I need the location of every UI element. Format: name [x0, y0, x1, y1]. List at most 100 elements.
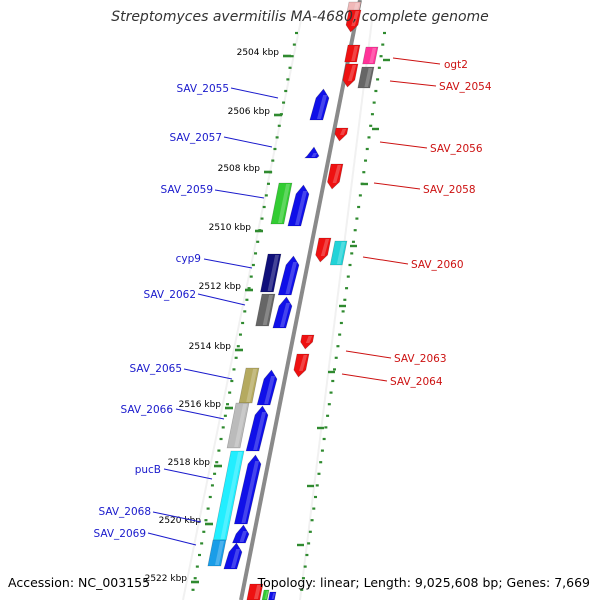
gene-sav2062-b-shine — [280, 303, 291, 327]
gene-sav2055-shape — [309, 88, 330, 121]
gene-bottom-red — [246, 583, 264, 600]
gene-sav2065-a-shape — [238, 367, 260, 404]
gene-sav2057-shine — [311, 153, 318, 157]
gene-sav2063 — [300, 334, 315, 350]
gene-sav2057 — [304, 146, 320, 159]
gene-sav2054-a-shape — [342, 63, 359, 88]
gene-cyp9-a-shape — [260, 253, 282, 293]
left-leader-line — [175, 408, 225, 420]
gene-label-right: SAV_2056 — [430, 143, 483, 155]
gene-label-left: SAV_2069 — [93, 528, 146, 540]
gene-sav2068-shine — [239, 531, 248, 542]
gene-sav2058-shape — [327, 163, 344, 190]
gene-pucB-b-shape — [233, 454, 262, 525]
gene-sav2060-b-shine — [336, 242, 346, 264]
gene-sav2054-b — [357, 66, 375, 89]
gene-sav2054-a-shine — [348, 65, 357, 81]
gene-sav2064-shape — [293, 353, 310, 378]
gene-sav2064 — [293, 353, 310, 378]
gene-sav2056 — [334, 127, 349, 142]
gene-label-right: SAV_2060 — [411, 259, 464, 271]
gene-sav2065-b — [256, 369, 278, 406]
left-leader-line — [183, 368, 233, 380]
kbp-tick-label: 2510 kbp — [209, 223, 252, 233]
gene-sav2054-a — [342, 63, 359, 88]
gene-sav2055 — [309, 88, 330, 121]
gene-sav2060-a-shine — [320, 239, 330, 256]
gene-sav2056-shine — [340, 129, 347, 135]
gene-cyp9-a — [260, 253, 282, 293]
kbp-tick-label: 2522 kbp — [145, 574, 188, 584]
gene-pucB-a-shine — [220, 452, 243, 539]
gene-sav2069-a-shine — [214, 541, 225, 565]
left-leader-line — [203, 258, 253, 269]
gene-pucB-b-shine — [241, 461, 260, 523]
gene-red-1-shape — [345, 9, 362, 33]
gene-sav2068-shape — [231, 524, 250, 544]
gene-bottom-green — [261, 589, 270, 600]
kbp-tick-label: 2508 kbp — [218, 164, 261, 174]
gene-sav2064-shine — [299, 355, 308, 371]
gene-sav2068 — [231, 524, 250, 544]
right-leader-line — [389, 80, 437, 87]
left-tick-column — [191, 31, 298, 591]
gene-sav2062-a-shine — [262, 295, 274, 325]
gene-sav2058 — [327, 163, 344, 190]
right-leader-line — [345, 350, 392, 359]
kbp-tick-label: 2518 kbp — [168, 458, 211, 468]
gene-label-left: pucB — [135, 464, 161, 476]
gene-sav2060-b-shape — [329, 240, 348, 266]
gene-pucB-a-shape — [212, 450, 245, 541]
gene-sav2059-b-shine — [295, 191, 308, 225]
gene-label-left: SAV_2066 — [120, 404, 173, 416]
gene-sav2066-b-shine — [253, 412, 267, 450]
gene-label-right: SAV_2063 — [394, 353, 447, 365]
gene-sav2066-a — [226, 402, 250, 449]
kbp-tick-label: 2520 kbp — [159, 516, 202, 526]
gene-sav2069-a — [207, 539, 227, 567]
gene-label-left: cyp9 — [176, 253, 201, 265]
left-leader-line — [214, 189, 265, 199]
accession-text: Accession: NC_003155 — [8, 575, 151, 590]
genome-axis — [239, 0, 362, 600]
genes-layer — [207, 1, 379, 600]
left-leader-line — [197, 293, 246, 306]
gene-pucB-b — [233, 454, 262, 525]
left-leader-line — [223, 136, 273, 148]
kbp-tick-label: 2514 kbp — [189, 342, 232, 352]
gene-cyp9-b-shine — [285, 262, 298, 294]
left-leader-line — [230, 87, 279, 99]
gene-sav2066-a-shape — [226, 402, 250, 449]
gene-sav2069-b-shape — [223, 542, 243, 570]
gene-sav2059-b-shape — [287, 184, 310, 227]
guide-line-right — [299, 19, 373, 600]
gene-red-2-shine — [351, 46, 359, 61]
gene-sav2063-shine — [305, 336, 313, 343]
gene-sav2059-a-shape — [270, 182, 293, 225]
gene-faded-top-shine — [353, 3, 360, 11]
gene-red-1 — [345, 9, 362, 33]
gene-label-right: SAV_2058 — [423, 184, 476, 196]
gene-sav2056-shape — [334, 127, 349, 142]
gene-cyp9-b-shape — [277, 255, 300, 296]
gene-label-left: SAV_2057 — [169, 132, 222, 144]
gene-sav2065-a — [238, 367, 260, 404]
gene-sav2062-b-shape — [272, 296, 293, 329]
gene-sav2059-b — [287, 184, 310, 227]
gene-bottom-blue-shine — [271, 593, 276, 599]
gene-sav2065-a-shine — [246, 369, 258, 402]
gene-bottom-blue — [268, 591, 277, 600]
gene-sav2062-a-shape — [255, 293, 276, 327]
gene-ogt2-shape — [362, 46, 379, 65]
gene-ogt2-shine — [369, 48, 377, 63]
gene-sav2060-b — [329, 240, 348, 266]
gene-sav2069-b — [223, 542, 243, 570]
kbp-tick-label: 2516 kbp — [179, 400, 222, 410]
left-leader-line — [163, 468, 213, 480]
gene-sav2062-b — [272, 296, 293, 329]
gene-sav2069-b-shine — [230, 549, 241, 568]
gene-bottom-red-shine — [253, 585, 262, 599]
gene-label-left: SAV_2062 — [143, 289, 196, 301]
gene-red-2-shape — [344, 44, 361, 63]
genome-title: Streptomyces avermitilis MA-4680, comple… — [111, 9, 489, 25]
